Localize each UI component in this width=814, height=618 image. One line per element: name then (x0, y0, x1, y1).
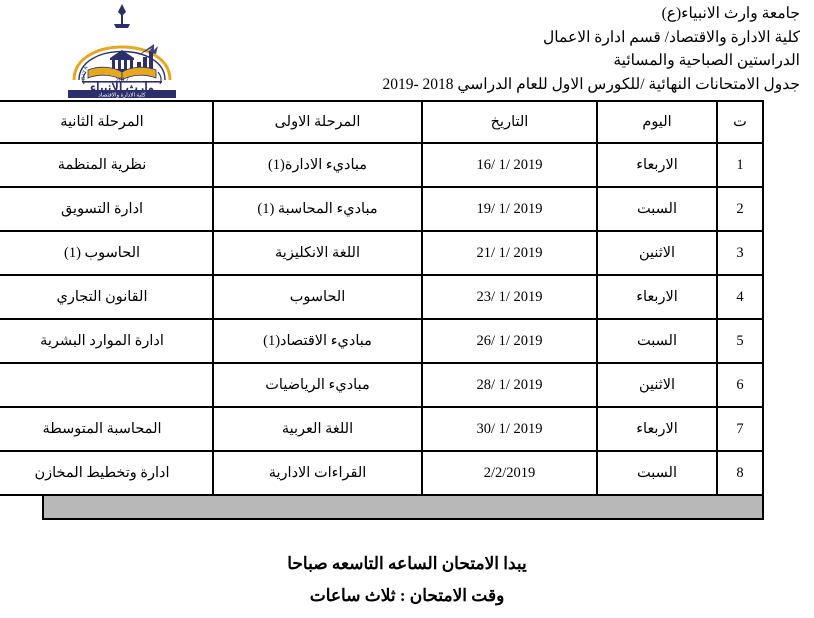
university-crest-logo: UNIVERSITY OF WARITH AL-ANBIYA (42, 2, 202, 98)
table-row: 6 الاثنين 28/ 1/ 2019 مباديء الرياضيات (0, 362, 764, 408)
cell-stage-1: مباديء الرياضيات (212, 362, 423, 408)
header-line-studies: الدراستين الصباحية والمسائية (613, 52, 800, 69)
cell-stage-2 (0, 362, 214, 408)
cell-day: الاثنين (596, 362, 718, 408)
cell-stage-1: مباديء المحاسبة (1) (212, 186, 423, 232)
cell-index: 1 (716, 142, 764, 188)
cell-date: 23/ 1/ 2019 (421, 274, 598, 320)
table-row: 8 السبت 2/2/2019 القراءات الادارية ادارة… (0, 450, 764, 496)
footer-line-duration: وقت الامتحان : ثلاث ساعات (309, 586, 505, 605)
cell-day: الاربعاء (596, 142, 718, 188)
cell-date: 26/ 1/ 2019 (421, 318, 598, 364)
cell-date: 28/ 1/ 2019 (421, 362, 598, 408)
svg-text:2017: 2017 (115, 78, 129, 84)
column-header-date: التاريخ (421, 100, 598, 144)
header-line-university: جامعة وارث الانبياء(ع) (661, 5, 800, 22)
cell-stage-1: مباديء الادارة(1) (212, 142, 423, 188)
cell-date: 21/ 1/ 2019 (421, 230, 598, 276)
cell-date: 16/ 1/ 2019 (421, 142, 598, 188)
cell-stage-2: ادارة التسويق (0, 186, 214, 232)
exam-schedule-table-wrapper: ت اليوم التاريخ المرحلة الاولى المرحلة ا… (0, 100, 764, 520)
column-header-index: ت (716, 100, 764, 144)
table-row: 7 الاربعاء 30/ 1/ 2019 اللغة العربية الم… (0, 406, 764, 452)
table-row: 3 الاثنين 21/ 1/ 2019 اللغة الانكليزية ا… (0, 230, 764, 276)
footer-line-start-time: يبدا الامتحان الساعه التاسعه صباحا (287, 554, 527, 573)
cell-index: 5 (716, 318, 764, 364)
column-header-stage-1: المرحلة الاولى (212, 100, 423, 144)
cell-index: 6 (716, 362, 764, 408)
column-header-day: اليوم (596, 100, 718, 144)
cell-index: 4 (716, 274, 764, 320)
cell-day: الاثنين (596, 230, 718, 276)
cell-date: 2/2/2019 (421, 450, 598, 496)
header-line-college: كلية الادارة والاقتصاد/ قسم ادارة الاعما… (543, 28, 800, 46)
table-bottom-spacer-bar (42, 496, 764, 520)
table-row: 5 السبت 26/ 1/ 2019 مباديء الاقتصاد(1) ا… (0, 318, 764, 364)
cell-day: الاربعاء (596, 274, 718, 320)
cell-stage-2: المحاسبة المتوسطة (0, 406, 214, 452)
cell-date: 30/ 1/ 2019 (421, 406, 598, 452)
cell-stage-2: القانون التجاري (0, 274, 214, 320)
cell-day: السبت (596, 318, 718, 364)
header-text-block: جامعة وارث الانبياء(ع) كلية الادارة والا… (240, 2, 800, 96)
document-header: UNIVERSITY OF WARITH AL-ANBIYA (0, 0, 814, 98)
cell-index: 7 (716, 406, 764, 452)
cell-stage-2: نظرية المنظمة (0, 142, 214, 188)
document-footer: يبدا الامتحان الساعه التاسعه صباحا وقت ا… (0, 548, 814, 612)
table-row: 2 السبت 19/ 1/ 2019 مباديء المحاسبة (1) … (0, 186, 764, 232)
cell-index: 8 (716, 450, 764, 496)
cell-stage-1: اللغة العربية (212, 406, 423, 452)
header-line-schedule: جدول الامتحانات النهائية /للكورس الاول ل… (382, 75, 800, 93)
cell-index: 2 (716, 186, 764, 232)
cell-stage-2: ادارة الموارد البشرية (0, 318, 214, 364)
exam-schedule-table: ت اليوم التاريخ المرحلة الاولى المرحلة ا… (0, 100, 764, 496)
cell-index: 3 (716, 230, 764, 276)
cell-stage-1: مباديء الاقتصاد(1) (212, 318, 423, 364)
cell-day: السبت (596, 186, 718, 232)
cell-date: 19/ 1/ 2019 (421, 186, 598, 232)
svg-text:كلية الادارة والاقتصاد: كلية الادارة والاقتصاد (98, 91, 146, 98)
cell-stage-1: الحاسوب (212, 274, 423, 320)
table-row: 1 الاربعاء 16/ 1/ 2019 مباديء الادارة(1)… (0, 142, 764, 188)
table-header-row: ت اليوم التاريخ المرحلة الاولى المرحلة ا… (0, 100, 764, 144)
cell-day: الاربعاء (596, 406, 718, 452)
cell-stage-1: اللغة الانكليزية (212, 230, 423, 276)
cell-day: السبت (596, 450, 718, 496)
table-row: 4 الاربعاء 23/ 1/ 2019 الحاسوب القانون ا… (0, 274, 764, 320)
column-header-stage-2: المرحلة الثانية (0, 100, 214, 144)
cell-stage-2: الحاسوب (1) (0, 230, 214, 276)
cell-stage-2: ادارة وتخطيط المخازن (0, 450, 214, 496)
cell-stage-1: القراءات الادارية (212, 450, 423, 496)
